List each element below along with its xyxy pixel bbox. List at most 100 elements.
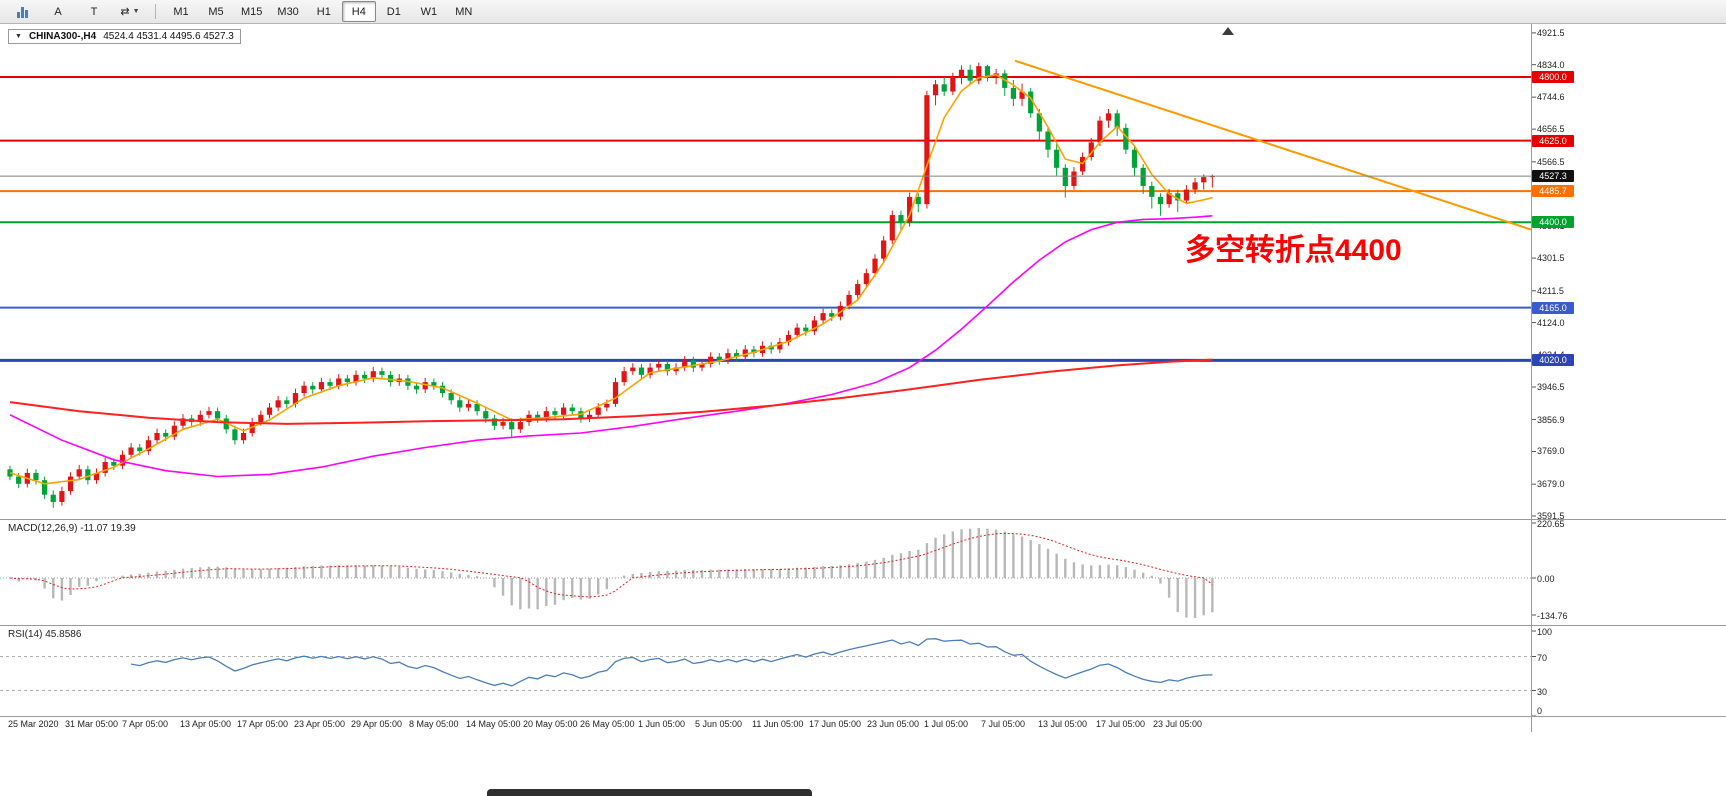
timeframe-button-M15[interactable]: M15	[241, 5, 263, 18]
candle	[708, 356, 714, 364]
price-tick-label: 4301.5	[1537, 253, 1565, 264]
candle	[734, 353, 740, 357]
candle	[154, 432, 160, 441]
descending-trendline[interactable]	[1014, 59, 1532, 231]
price-tag: 4020.0	[1532, 354, 1574, 367]
ma-line-medium	[9, 215, 1213, 478]
candle	[413, 385, 420, 390]
candle	[197, 414, 203, 423]
candle	[543, 411, 549, 419]
timeframe-button-H4[interactable]: H4	[341, 1, 376, 22]
candle	[50, 494, 56, 502]
timeframe-button-W1[interactable]: W1	[420, 5, 438, 18]
candle	[561, 407, 567, 415]
candle	[976, 66, 982, 81]
timeframe-button-M30[interactable]: M30	[277, 5, 299, 18]
candle	[232, 429, 238, 441]
price-tick-label: 4566.5	[1537, 156, 1565, 167]
rsi-value: 45.8586	[45, 629, 82, 640]
rsi-tick-label: 100	[1537, 627, 1553, 637]
price-axis-line	[1531, 24, 1532, 732]
candle	[941, 84, 947, 92]
candle	[370, 371, 376, 379]
candle	[362, 374, 368, 379]
chevron-down-icon: ▼	[15, 33, 22, 40]
rsi-tick-label: 70	[1537, 652, 1548, 663]
candle	[215, 411, 221, 419]
tool-text-a[interactable]: A	[54, 5, 62, 18]
candle	[630, 367, 636, 372]
candle	[1123, 127, 1129, 150]
candle	[1192, 182, 1198, 190]
candle	[240, 432, 247, 441]
toolbar: A T ⇄ ▼ M1 M5 M15 M30 H1 H4 D1 W1 MN	[0, 0, 1726, 24]
time-label: 8 May 05:00	[409, 719, 459, 729]
candle	[794, 327, 800, 335]
candle	[67, 476, 74, 492]
timeframe-button-D1[interactable]: D1	[386, 5, 401, 18]
price-tag: 4400.0	[1532, 216, 1574, 229]
candle	[93, 472, 100, 481]
candle	[163, 432, 169, 437]
tool-charts[interactable]	[5, 1, 39, 22]
candle	[820, 313, 826, 321]
candle	[1097, 120, 1103, 143]
tool-type-t[interactable]: T	[90, 5, 98, 18]
candle	[690, 360, 696, 368]
candle	[1131, 149, 1138, 168]
timeframe-button-H1[interactable]: H1	[316, 5, 331, 18]
candle	[1175, 193, 1181, 201]
candle	[604, 403, 610, 408]
candle	[785, 334, 792, 343]
candle	[344, 378, 350, 383]
candle	[1157, 196, 1164, 205]
macd-panel[interactable]	[0, 520, 1726, 625]
candle	[42, 480, 48, 495]
candle	[872, 258, 878, 274]
candle	[889, 215, 895, 241]
candle	[33, 472, 39, 481]
candle	[1166, 193, 1172, 205]
candle	[595, 407, 601, 415]
candle	[863, 273, 869, 285]
candle	[898, 215, 904, 223]
tool-cycle[interactable]: ⇄ ▼	[113, 1, 147, 22]
macd-label: MACD(12,26,9) -11.07 19.39	[8, 523, 136, 534]
chart-shift-marker-icon[interactable]	[1222, 27, 1234, 35]
candle	[439, 385, 446, 394]
timeframe-button-MN[interactable]: MN	[455, 5, 473, 18]
candle	[457, 400, 463, 408]
symbol-name: CHINA300-,H4	[28, 31, 97, 42]
candle	[535, 414, 541, 419]
time-axis-separator	[0, 716, 1726, 717]
symbol-ohlc: 4524.4 4531.4 4495.6 4527.3	[103, 31, 234, 42]
timeframe-button-M5[interactable]: M5	[208, 5, 224, 18]
rsi-tick-label: 30	[1537, 686, 1548, 697]
candle	[1071, 171, 1077, 186]
time-label: 17 Jul 05:00	[1096, 719, 1146, 729]
rsi-panel[interactable]	[0, 626, 1726, 716]
time-label: 1 Jun 05:00	[638, 719, 686, 729]
candle	[1054, 149, 1060, 168]
candle	[500, 422, 506, 426]
time-label: 17 Apr 05:00	[237, 719, 289, 729]
price-tick-label: 3679.0	[1537, 479, 1565, 490]
candle	[422, 382, 428, 390]
candle	[846, 294, 852, 306]
candle	[803, 327, 809, 332]
candle	[725, 353, 731, 361]
toolbar-separator	[155, 4, 156, 19]
candle	[950, 77, 956, 92]
main-chart[interactable]: 多空转折点4400	[0, 24, 1726, 519]
time-label: 23 Jun 05:00	[867, 719, 920, 729]
timeframe-button-M1[interactable]: M1	[173, 5, 189, 18]
candle	[621, 371, 627, 383]
time-label: 23 Jul 05:00	[1153, 719, 1203, 729]
candle	[1062, 167, 1068, 186]
candle	[915, 196, 921, 205]
time-label: 14 May 05:00	[466, 719, 521, 729]
symbol-selector[interactable]: ▼ CHINA300-,H4 4524.4 4531.4 4495.6 4527…	[8, 29, 241, 44]
candle	[1028, 91, 1034, 114]
macd-tick-label: 220.65	[1537, 519, 1565, 529]
candle	[1010, 87, 1016, 99]
